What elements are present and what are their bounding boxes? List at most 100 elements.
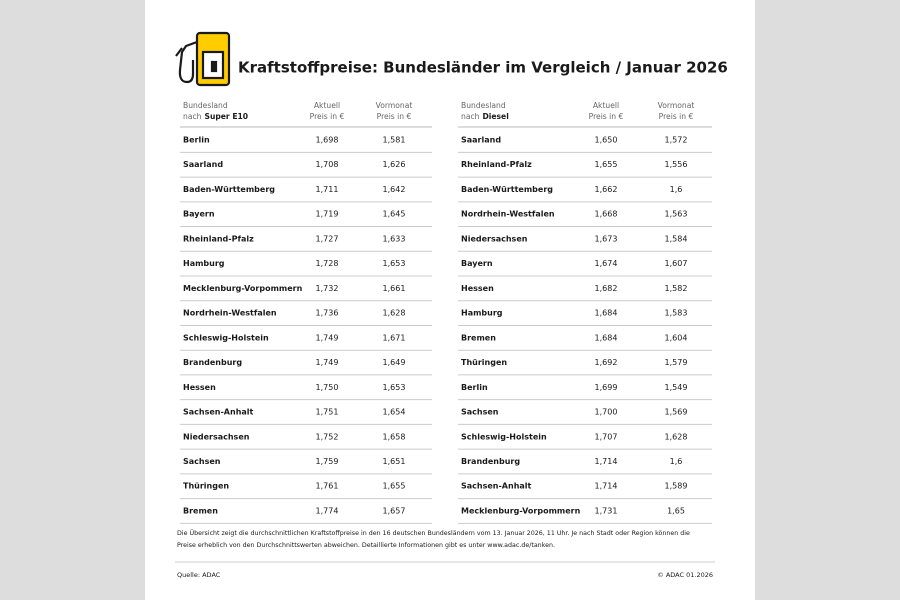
state-name: Mecklenburg-Vorpommern (183, 284, 303, 293)
previous-price: 1,569 (665, 408, 688, 417)
state-name: Saarland (183, 160, 223, 169)
current-price: 1,684 (595, 333, 618, 342)
state-name: Baden-Württemberg (183, 185, 275, 194)
state-name: Hamburg (461, 309, 503, 318)
current-price: 1,727 (316, 234, 339, 243)
current-price: 1,650 (595, 136, 618, 145)
column-header: Super E10 (204, 112, 248, 121)
current-price: 1,714 (595, 457, 618, 466)
state-name: Hessen (461, 284, 494, 293)
state-name: Bremen (183, 506, 218, 515)
column-header: Bundesland (461, 101, 506, 110)
state-name: Niedersachsen (183, 432, 250, 441)
state-name: Sachsen-Anhalt (461, 482, 532, 491)
state-name: Sachsen (183, 457, 221, 466)
current-price: 1,750 (316, 383, 339, 392)
column-header: Preis in € (659, 112, 694, 121)
column-header: Aktuell (314, 101, 340, 110)
copyright: © ADAC 01.2026 (657, 571, 713, 579)
previous-price: 1,658 (383, 432, 406, 441)
previous-price: 1,633 (383, 234, 406, 243)
state-name: Sachsen-Anhalt (183, 408, 254, 417)
current-price: 1,731 (595, 506, 618, 515)
state-name: Bremen (461, 333, 496, 342)
previous-price: 1,572 (665, 136, 688, 145)
state-name: Hessen (183, 383, 216, 392)
panel (145, 0, 755, 600)
state-name: Hamburg (183, 259, 225, 268)
current-price: 1,749 (316, 333, 339, 342)
state-name: Schleswig-Holstein (183, 333, 269, 342)
previous-price: 1,642 (383, 185, 406, 194)
state-name: Schleswig-Holstein (461, 432, 547, 441)
state-name: Thüringen (461, 358, 507, 367)
current-price: 1,692 (595, 358, 618, 367)
current-price: 1,719 (316, 210, 339, 219)
column-header: Vormonat (658, 101, 695, 110)
column-header: Diesel (482, 112, 508, 121)
state-name: Thüringen (183, 482, 229, 491)
previous-price: 1,655 (383, 482, 406, 491)
current-price: 1,682 (595, 284, 618, 293)
previous-price: 1,645 (383, 210, 406, 219)
previous-price: 1,626 (383, 160, 406, 169)
current-price: 1,662 (595, 185, 618, 194)
title: Kraftstoffpreise: Bundesländer im Vergle… (238, 59, 728, 77)
column-header: Preis in € (310, 112, 345, 121)
state-name: Brandenburg (183, 358, 242, 367)
column-header: Aktuell (593, 101, 619, 110)
column-header: Bundesland (183, 101, 228, 110)
previous-price: 1,563 (665, 210, 688, 219)
state-name: Saarland (461, 136, 501, 145)
state-name: Niedersachsen (461, 234, 528, 243)
footnote: Die Übersicht zeigt die durchschnittlich… (177, 528, 690, 537)
state-name: Rheinland-Pfalz (461, 160, 532, 169)
previous-price: 1,579 (665, 358, 688, 367)
state-name: Berlin (461, 383, 488, 392)
column-header: nach (461, 112, 480, 121)
previous-price: 1,653 (383, 383, 406, 392)
current-price: 1,732 (316, 284, 339, 293)
current-price: 1,749 (316, 358, 339, 367)
current-price: 1,655 (595, 160, 618, 169)
current-price: 1,668 (595, 210, 618, 219)
previous-price: 1,671 (383, 333, 406, 342)
previous-price: 1,654 (383, 408, 406, 417)
previous-price: 1,653 (383, 259, 406, 268)
previous-price: 1,581 (383, 136, 406, 145)
state-name: Bayern (183, 210, 215, 219)
previous-price: 1,607 (665, 259, 688, 268)
previous-price: 1,604 (665, 333, 688, 342)
previous-price: 1,628 (383, 309, 406, 318)
current-price: 1,761 (316, 482, 339, 491)
state-name: Nordrhein-Westfalen (461, 210, 555, 219)
current-price: 1,714 (595, 482, 618, 491)
footnote: Preise erheblich von den Durchschnittswe… (177, 542, 555, 549)
current-price: 1,711 (316, 185, 339, 194)
fuel-icon (175, 31, 231, 87)
current-price: 1,759 (316, 457, 339, 466)
current-price: 1,684 (595, 309, 618, 318)
current-price: 1,673 (595, 234, 618, 243)
source: Quelle: ADAC (177, 571, 221, 579)
current-price: 1,774 (316, 506, 339, 515)
current-price: 1,707 (595, 432, 618, 441)
column-header: nach Super E10 (183, 112, 248, 121)
previous-price: 1,628 (665, 432, 688, 441)
current-price: 1,698 (316, 136, 339, 145)
previous-price: 1,584 (665, 234, 688, 243)
column-header: nach Diesel (461, 112, 509, 121)
previous-price: 1,6 (670, 457, 683, 466)
previous-price: 1,549 (665, 383, 688, 392)
current-price: 1,700 (595, 408, 618, 417)
current-price: 1,752 (316, 432, 339, 441)
previous-price: 1,661 (383, 284, 406, 293)
current-price: 1,751 (316, 408, 339, 417)
previous-price: 1,657 (383, 506, 406, 515)
previous-price: 1,556 (665, 160, 688, 169)
state-name: Berlin (183, 136, 210, 145)
column-header: Preis in € (589, 112, 624, 121)
state-name: Rheinland-Pfalz (183, 234, 254, 243)
state-name: Nordrhein-Westfalen (183, 309, 277, 318)
